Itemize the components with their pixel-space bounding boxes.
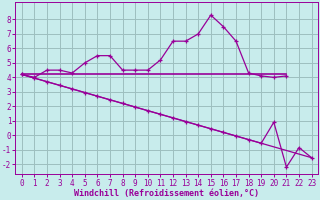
- X-axis label: Windchill (Refroidissement éolien,°C): Windchill (Refroidissement éolien,°C): [74, 189, 259, 198]
